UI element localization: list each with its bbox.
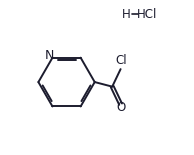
Text: H: H [122,8,131,21]
Text: O: O [116,101,126,114]
Text: HCl: HCl [137,8,157,21]
Text: N: N [45,49,55,62]
Text: Cl: Cl [116,54,127,67]
